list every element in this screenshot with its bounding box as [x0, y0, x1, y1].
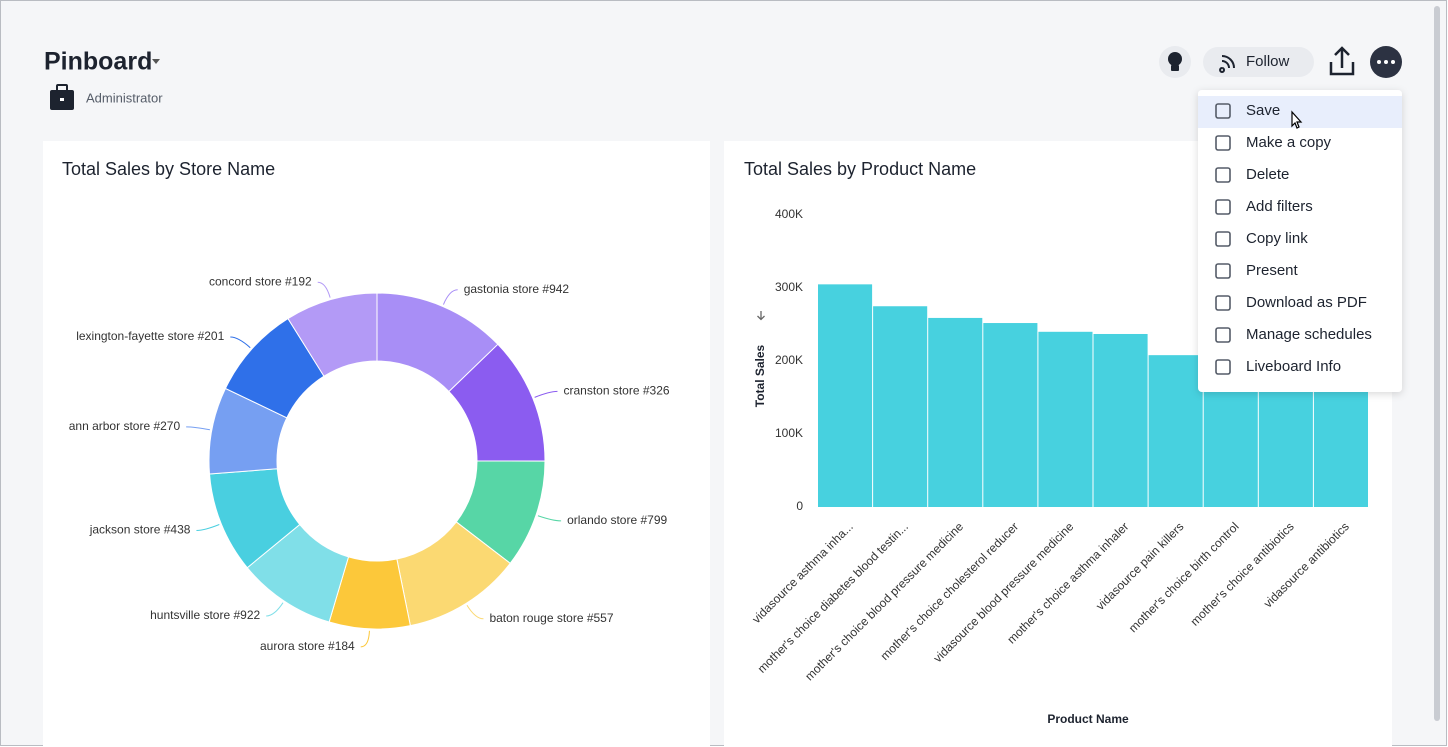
- menu-item[interactable]: Save: [1246, 102, 1280, 119]
- bar: [1148, 355, 1203, 507]
- leader-line: [360, 630, 370, 648]
- bar: [818, 284, 873, 507]
- leader-line: [537, 515, 562, 522]
- y-axis-title: Total Sales: [753, 344, 767, 407]
- owner-name: Administrator: [86, 90, 163, 105]
- x-axis-title: Product Name: [1047, 712, 1129, 726]
- y-tick-label: 400K: [775, 207, 803, 221]
- menu-icon: [1215, 135, 1231, 151]
- menu-item[interactable]: Liveboard Info: [1246, 358, 1341, 375]
- bar: [1093, 333, 1148, 507]
- page-title: Pinboard: [44, 48, 152, 76]
- menu-icon: [1215, 231, 1231, 247]
- slice-label: cranston store #326: [563, 384, 669, 398]
- menu-item[interactable]: Download as PDF: [1246, 294, 1367, 311]
- menu-icon: [1215, 295, 1231, 311]
- leader-line: [196, 524, 220, 531]
- leader-line: [266, 602, 284, 617]
- leader-line: [442, 289, 458, 305]
- y-tick-label: 100K: [775, 426, 803, 440]
- menu-item[interactable]: Copy link: [1246, 230, 1308, 247]
- slice-label: gastonia store #942: [464, 282, 570, 296]
- menu-item[interactable]: Manage schedules: [1246, 326, 1372, 343]
- bar: [1038, 331, 1093, 507]
- slice-label: lexington-fayette store #201: [76, 329, 224, 343]
- menu-icon: [1215, 103, 1231, 119]
- slice-label: huntsville store #922: [150, 608, 260, 622]
- menu-item[interactable]: Present: [1246, 262, 1299, 279]
- slice-label: concord store #192: [209, 274, 312, 288]
- menu-icon: [1215, 359, 1231, 375]
- menu-icon: [1215, 327, 1231, 343]
- menu-item[interactable]: Add filters: [1246, 198, 1313, 215]
- slice-label: orlando store #799: [567, 513, 667, 527]
- y-tick-label: 200K: [775, 353, 803, 367]
- dropdown-menu: [1198, 90, 1402, 392]
- slice-label: ann arbor store #270: [69, 419, 181, 433]
- bar: [983, 323, 1038, 507]
- leader-line: [317, 281, 331, 298]
- menu-icon: [1215, 263, 1231, 279]
- slice-label: baton rouge store #557: [489, 611, 613, 625]
- scrollbar[interactable]: [1434, 6, 1440, 721]
- menu-icon: [1215, 199, 1231, 215]
- share-button[interactable]: [1329, 46, 1355, 76]
- bar: [873, 306, 928, 507]
- slice-label: aurora store #184: [260, 639, 355, 653]
- owner-icon: [50, 84, 74, 110]
- chart-title: Total Sales by Store Name: [62, 159, 275, 179]
- bar: [928, 317, 983, 507]
- menu-item[interactable]: Delete: [1246, 166, 1289, 183]
- y-tick-label: 0: [796, 499, 803, 513]
- slice-label: jackson store #438: [89, 523, 191, 537]
- leader-line: [466, 604, 484, 620]
- sort-icon[interactable]: [757, 311, 765, 321]
- cursor: [1291, 110, 1303, 129]
- card-store: [43, 141, 710, 747]
- follow-label[interactable]: Follow: [1246, 53, 1290, 70]
- menu-icon: [1215, 167, 1231, 183]
- leader-line: [534, 390, 558, 398]
- follow-button[interactable]: [1203, 47, 1314, 77]
- menu-highlight: [1198, 96, 1402, 128]
- title-caret[interactable]: [152, 59, 160, 64]
- leader-line: [186, 426, 210, 431]
- leader-line: [230, 336, 251, 349]
- y-tick-label: 300K: [775, 280, 803, 294]
- idea-button[interactable]: [1159, 46, 1191, 78]
- pie-slice: [287, 292, 378, 377]
- more-button[interactable]: [1370, 46, 1402, 78]
- chart-title: Total Sales by Product Name: [744, 159, 976, 179]
- menu-item[interactable]: Make a copy: [1246, 134, 1332, 151]
